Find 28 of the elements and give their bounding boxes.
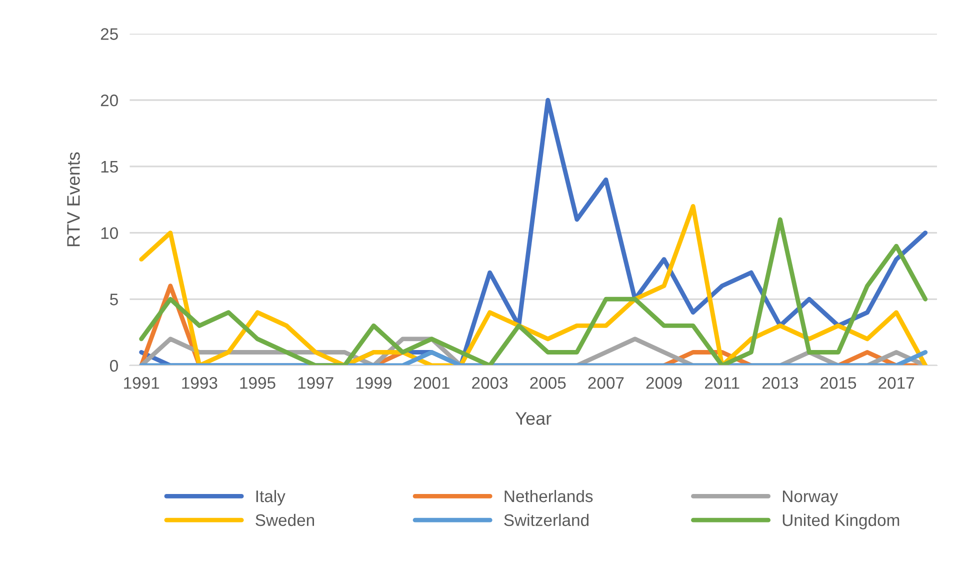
y-tick-label: 0 — [110, 360, 118, 372]
x-tick-label: 2009 — [646, 377, 682, 389]
x-tick-label: 2007 — [588, 377, 624, 389]
x-tick-label: 1997 — [298, 377, 334, 389]
x-tick-label: 1995 — [240, 377, 276, 389]
x-tick-label: 2003 — [472, 377, 508, 389]
y-tick-label: 20 — [100, 94, 118, 106]
y-tick-label: 15 — [101, 161, 118, 173]
x-tick-label: 2005 — [530, 377, 566, 389]
legend-label: Italy — [256, 490, 286, 506]
x-tick-label: 1993 — [182, 377, 218, 389]
x-tick-label: 1999 — [356, 377, 392, 389]
x-tick-label: 2011 — [705, 377, 740, 389]
x-axis-title: Year — [516, 412, 552, 425]
legend-label: Norway — [782, 490, 838, 506]
x-tick-label: 2013 — [762, 377, 798, 389]
x-tick-label: 1991 — [124, 377, 160, 389]
legend-label: United Kingdom — [782, 514, 900, 530]
y-axis-title: RTV Events — [67, 152, 80, 246]
y-tick-label: 25 — [100, 28, 118, 40]
legend-label: Sweden — [256, 514, 314, 526]
legend-label: Netherlands — [504, 490, 593, 502]
legend-label: Switzerland — [504, 514, 588, 526]
x-tick-label: 2001 — [414, 377, 450, 389]
y-tick-label: 10 — [101, 227, 118, 240]
y-tick-label: 5 — [110, 294, 118, 306]
x-tick-label: 2017 — [878, 377, 914, 389]
x-tick-label: 2015 — [820, 377, 856, 389]
